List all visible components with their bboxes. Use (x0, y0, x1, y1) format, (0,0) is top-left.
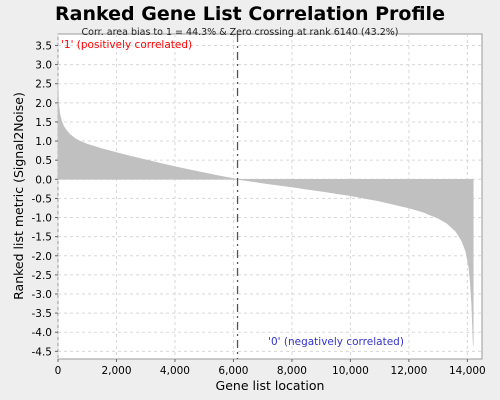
x-tick-label: 10,000 (332, 365, 369, 377)
y-axis-label: Ranked list metric (Signal2Noise) (11, 92, 26, 300)
x-tick-label: 6,000 (218, 365, 248, 377)
y-tick-label: 1.5 (35, 117, 52, 129)
y-tick-label: 0.5 (35, 155, 52, 167)
x-tick-label: 12,000 (391, 365, 428, 377)
x-axis-label: Gene list location (216, 378, 325, 393)
y-tick-label: -1.0 (32, 213, 53, 225)
x-tick-label: 8,000 (277, 365, 307, 377)
y-tick-label: 3.5 (35, 40, 52, 52)
bias-annotation: Corr. area bias to 1 = 44.3% & Zero cros… (82, 27, 399, 38)
y-tick-label: 2.5 (35, 79, 52, 91)
x-tick-label: 2,000 (101, 365, 131, 377)
y-tick-label: -4.0 (32, 327, 53, 339)
y-tick-label: -2.0 (32, 251, 53, 263)
negative-label: '0' (negatively correlated) (268, 336, 404, 348)
y-tick-label: -4.5 (32, 346, 53, 358)
positive-label: '1' (positively correlated) (61, 39, 192, 51)
chart-title: Ranked Gene List Correlation Profile (55, 3, 445, 25)
x-tick-label: 14,000 (449, 365, 486, 377)
y-tick-label: -3.0 (32, 289, 53, 301)
x-tick-label: 4,000 (160, 365, 190, 377)
y-tick-label: -1.5 (32, 232, 53, 244)
correlation-area (57, 79, 474, 346)
y-tick-label: -0.5 (32, 193, 53, 205)
y-tick-label: 3.0 (35, 60, 52, 72)
y-tick-label: -2.5 (32, 270, 53, 282)
data-area (57, 79, 474, 346)
y-tick-label: 2.0 (35, 98, 52, 110)
y-tick-label: 1.0 (35, 136, 52, 148)
y-tick-label: -3.5 (32, 308, 53, 320)
x-tick-label: 0 (55, 365, 62, 377)
y-axis-ticks: 3.5 3.0 2.5 2.0 1.5 1.0 0.5 0.0 -0.5 -1.0 -1.5 -2.0… (32, 40, 58, 358)
x-axis-ticks: 0 2,000 4,000 6,000 8,000 10,000 12,000 14,000 (55, 359, 486, 377)
y-tick-label: 0.0 (35, 174, 52, 186)
